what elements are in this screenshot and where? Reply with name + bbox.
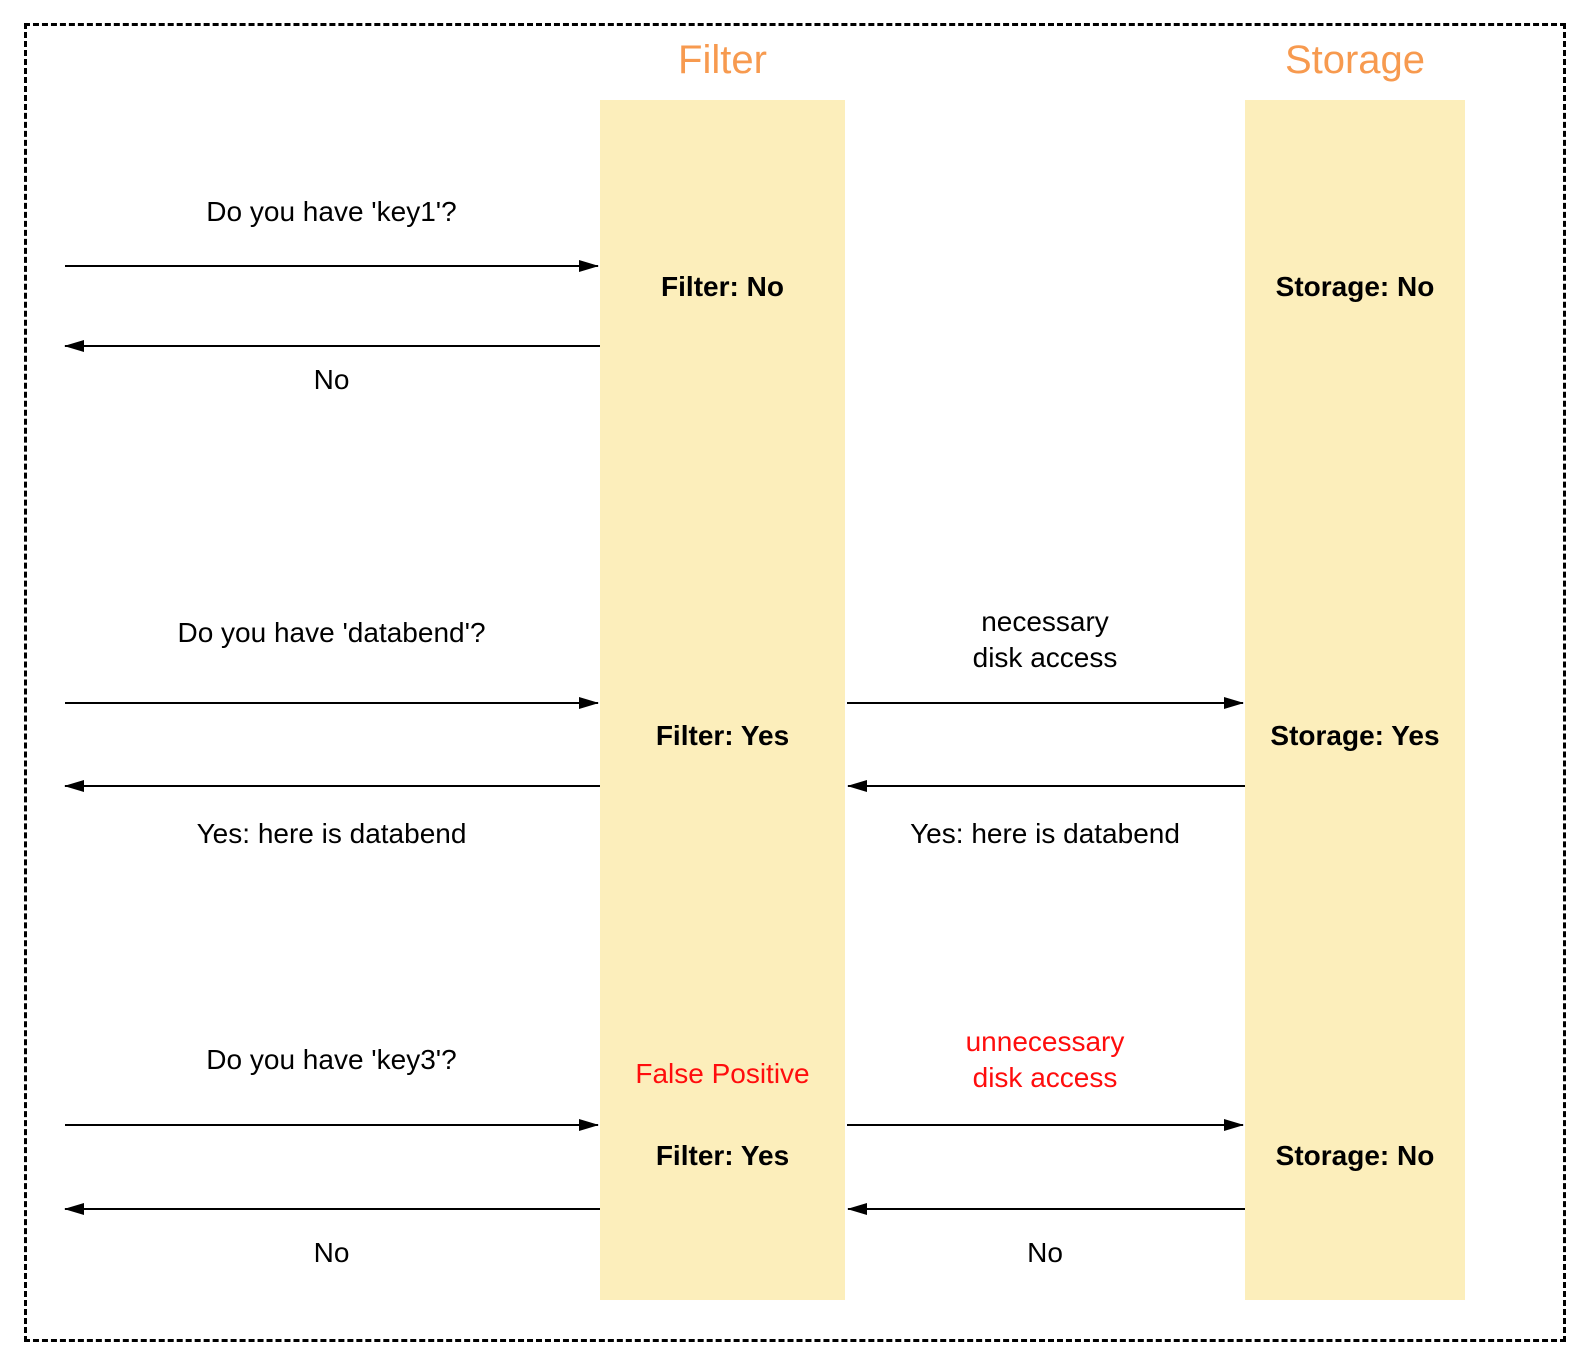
s3-response-label: No: [313, 1237, 350, 1268]
s2-storage-response-arrow: [847, 780, 1245, 792]
filter-lane: [600, 100, 845, 1300]
s3-storage-response-arrow: [847, 1203, 1245, 1215]
s3-filter-state: Filter: Yes: [600, 1138, 845, 1174]
s2-storage-state: Storage: Yes: [1245, 718, 1465, 754]
s2-response-label: Yes: here is databend: [196, 818, 467, 849]
s2-disk-note: necessary disk access: [845, 604, 1245, 676]
s1-filter-state-line1: Filter:: [661, 271, 739, 302]
s3-storage-state: Storage: No: [1245, 1138, 1465, 1174]
s1-filter-state-line2: No: [746, 271, 784, 302]
s2-filter-state-line1: Filter:: [655, 720, 734, 751]
s2-request-label: Do you have 'databend'?: [177, 617, 486, 648]
s1-storage-state-line1: Storage:: [1275, 271, 1390, 302]
s3-storage-response-label: No: [1027, 1237, 1063, 1268]
s1-response-arrow: [64, 340, 600, 352]
s3-filter-to-storage-arrow: [847, 1119, 1244, 1131]
storage-lane-title: Storage: [1284, 38, 1426, 82]
s1-storage-state: Storage: No: [1245, 269, 1465, 305]
filter-lane-title: Filter: [678, 38, 767, 82]
s3-disk-note-line1: unnecessary: [965, 1026, 1125, 1057]
s2-request-arrow: [65, 697, 599, 709]
s1-request-arrow: [65, 260, 599, 272]
s2-disk-note-line1: necessary: [981, 606, 1109, 637]
s3-storage-state-line1: Storage:: [1275, 1140, 1390, 1171]
s2-response-arrow: [64, 780, 600, 792]
s3-filter-state-line1: Filter:: [655, 1140, 734, 1171]
s3-response-arrow: [64, 1203, 600, 1215]
s2-disk-note-line2: disk access: [972, 642, 1118, 673]
s3-request-arrow: [65, 1119, 599, 1131]
diagram-dashed-border: [24, 23, 1566, 1342]
s2-filter-state: Filter: Yes: [600, 718, 845, 754]
s3-disk-note-line2: disk access: [972, 1062, 1118, 1093]
s2-filter-state-line2: Yes: [740, 720, 790, 751]
s2-filter-to-storage-arrow: [847, 697, 1244, 709]
s2-storage-response-label: Yes: here is databend: [910, 818, 1180, 849]
s1-response-label: No: [313, 364, 350, 395]
storage-lane: [1245, 100, 1465, 1300]
s1-request-label: Do you have 'key1'?: [206, 196, 457, 227]
s2-storage-state-line2: Yes: [1391, 720, 1440, 751]
s3-false-positive-annotation: False Positive: [635, 1058, 810, 1089]
s3-filter-state-line2: Yes: [740, 1140, 790, 1171]
s1-filter-state: Filter: No: [600, 269, 845, 305]
s3-storage-state-line2: No: [1397, 1140, 1435, 1171]
s1-storage-state-line2: No: [1397, 271, 1435, 302]
s2-storage-state-line1: Storage:: [1270, 720, 1384, 751]
s3-disk-note: unnecessary disk access: [845, 1024, 1245, 1096]
s3-request-label: Do you have 'key3'?: [206, 1044, 457, 1075]
